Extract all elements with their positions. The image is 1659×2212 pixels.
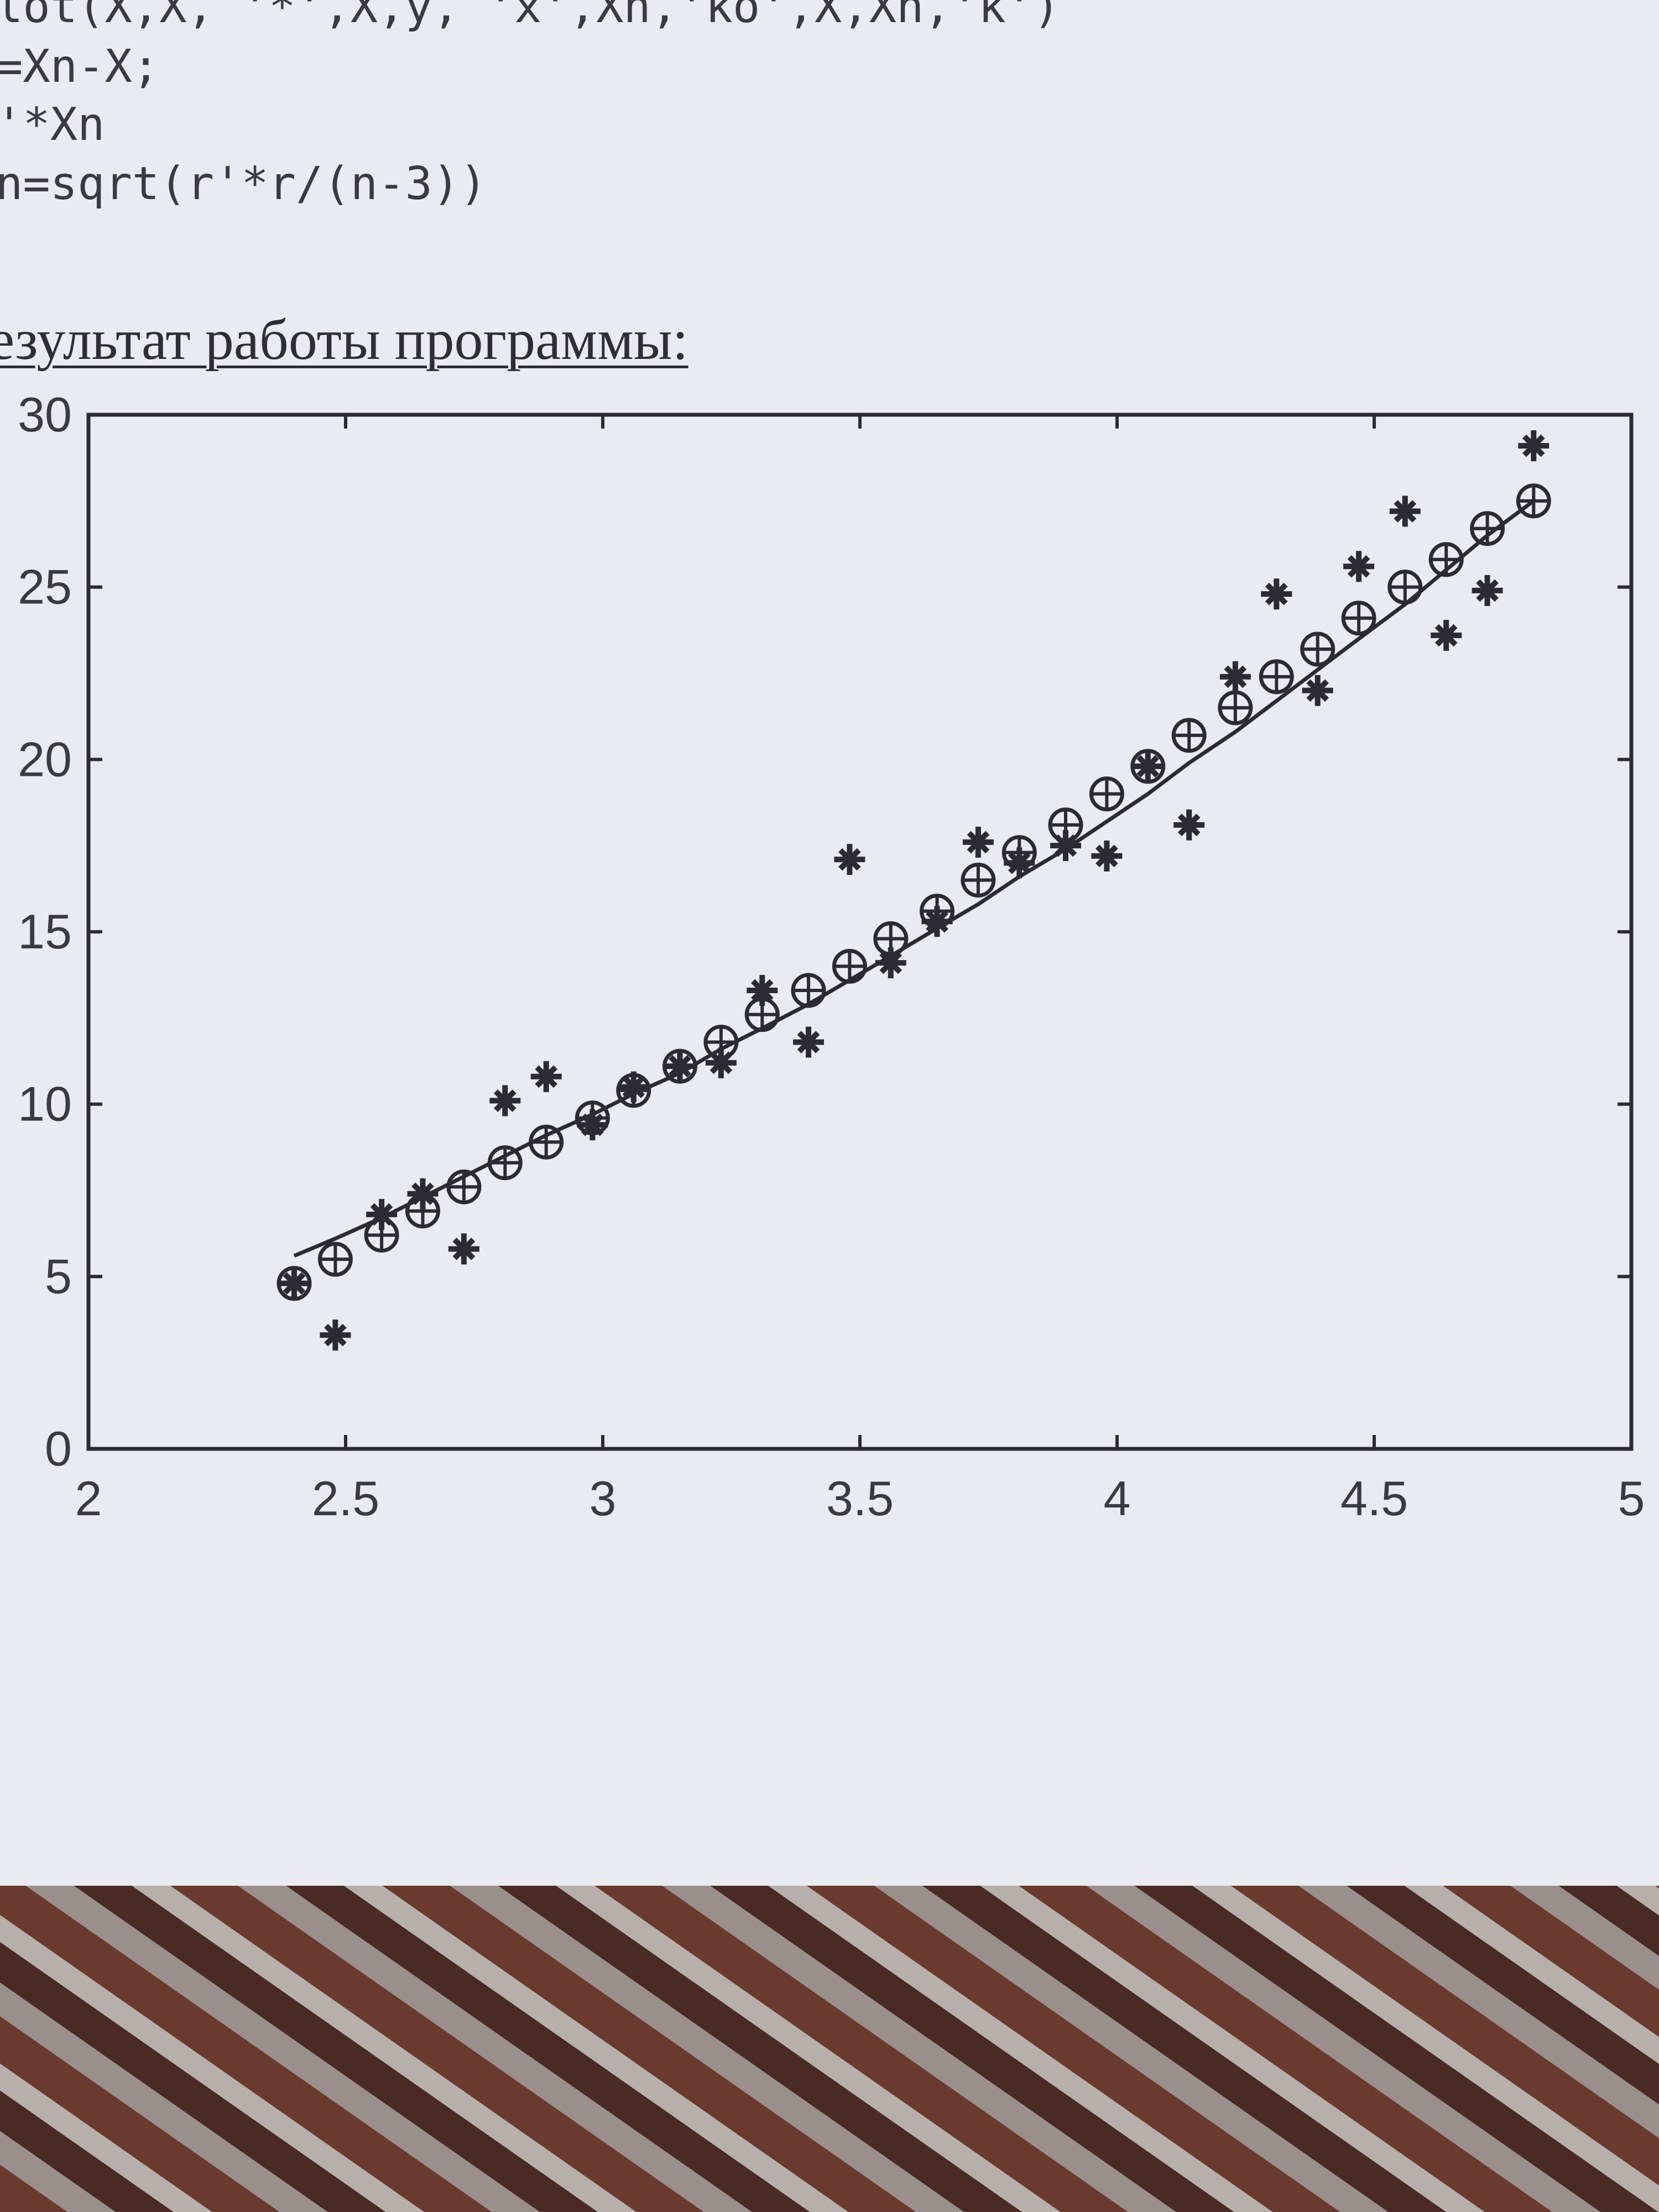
circle-point <box>832 948 867 984</box>
x-tick-label: 2.5 <box>312 1471 379 1526</box>
circle-point <box>744 997 780 1032</box>
y-tick-label: 30 <box>18 387 72 442</box>
circle-point <box>1387 570 1423 605</box>
star-point <box>793 1026 824 1058</box>
circle-point <box>1259 659 1294 695</box>
star-point <box>1050 830 1081 862</box>
fit-line <box>293 499 1535 1258</box>
circle-point <box>317 1241 353 1277</box>
x-tick-label: 4.5 <box>1340 1471 1408 1526</box>
star-point <box>489 1085 521 1117</box>
y-tick-label: 10 <box>18 1077 72 1131</box>
circle-point <box>276 1266 312 1301</box>
star-point <box>1091 840 1123 872</box>
star-point <box>1343 551 1375 582</box>
star-point <box>1173 809 1205 841</box>
code-line-2: =Xn-X; <box>0 40 160 93</box>
scatter-chart: 2 2.5 3 3.5 4 4.5 5 0 5 10 15 20 25 30 <box>18 387 1645 1526</box>
circle-point <box>405 1193 440 1229</box>
x-tick-label: 3.5 <box>826 1471 894 1526</box>
carpet-background <box>0 1886 1659 2212</box>
circle-point <box>1089 776 1124 812</box>
code-line-3: '*Xn <box>0 98 105 151</box>
y-tick-label: 25 <box>18 560 72 614</box>
star-point <box>1219 661 1251 692</box>
star-point <box>705 1047 737 1078</box>
star-point <box>747 974 778 1006</box>
star-point <box>1518 430 1550 462</box>
star-point <box>962 826 994 858</box>
star-point <box>1261 578 1292 610</box>
circle-point <box>1130 749 1166 784</box>
star-point <box>1431 619 1462 651</box>
x-tick-label: 4 <box>1104 1471 1131 1526</box>
circle-point <box>791 973 826 1008</box>
star-point <box>1472 575 1503 606</box>
star-point <box>875 947 906 979</box>
circle-point <box>1341 601 1376 636</box>
circle-point <box>961 863 996 898</box>
star-point <box>320 1319 351 1351</box>
x-tick-label: 3 <box>589 1471 617 1526</box>
circle-point <box>1048 807 1083 843</box>
circle-point <box>1516 483 1551 519</box>
paper-page <box>0 0 1659 1886</box>
circle-point <box>1300 632 1335 667</box>
star-point <box>530 1061 562 1092</box>
y-tick-label: 0 <box>45 1421 72 1476</box>
y-tick-label: 20 <box>18 732 72 786</box>
y-tick-label: 5 <box>45 1249 72 1303</box>
x-tick-label: 2 <box>75 1471 102 1526</box>
star-point <box>448 1233 479 1265</box>
circle-point <box>1218 690 1253 726</box>
circle-point <box>1171 718 1207 753</box>
star-point <box>1302 675 1333 706</box>
star-point <box>1389 495 1421 527</box>
code-line-4: n=sqrt(r'*r/(n-3)) <box>0 158 487 210</box>
star-point <box>834 844 865 875</box>
star-point <box>366 1199 398 1230</box>
y-tick-label: 15 <box>18 904 72 959</box>
code-line-1: lot(X,X, '*',X,y, 'x',Xn,'ko',X,Xn,'k') <box>0 0 1061 33</box>
x-tick-label: 5 <box>1618 1471 1645 1526</box>
circle-point <box>1001 835 1037 870</box>
result-heading: езультат работы программы: <box>0 308 688 372</box>
plot-frame <box>86 413 1634 1451</box>
